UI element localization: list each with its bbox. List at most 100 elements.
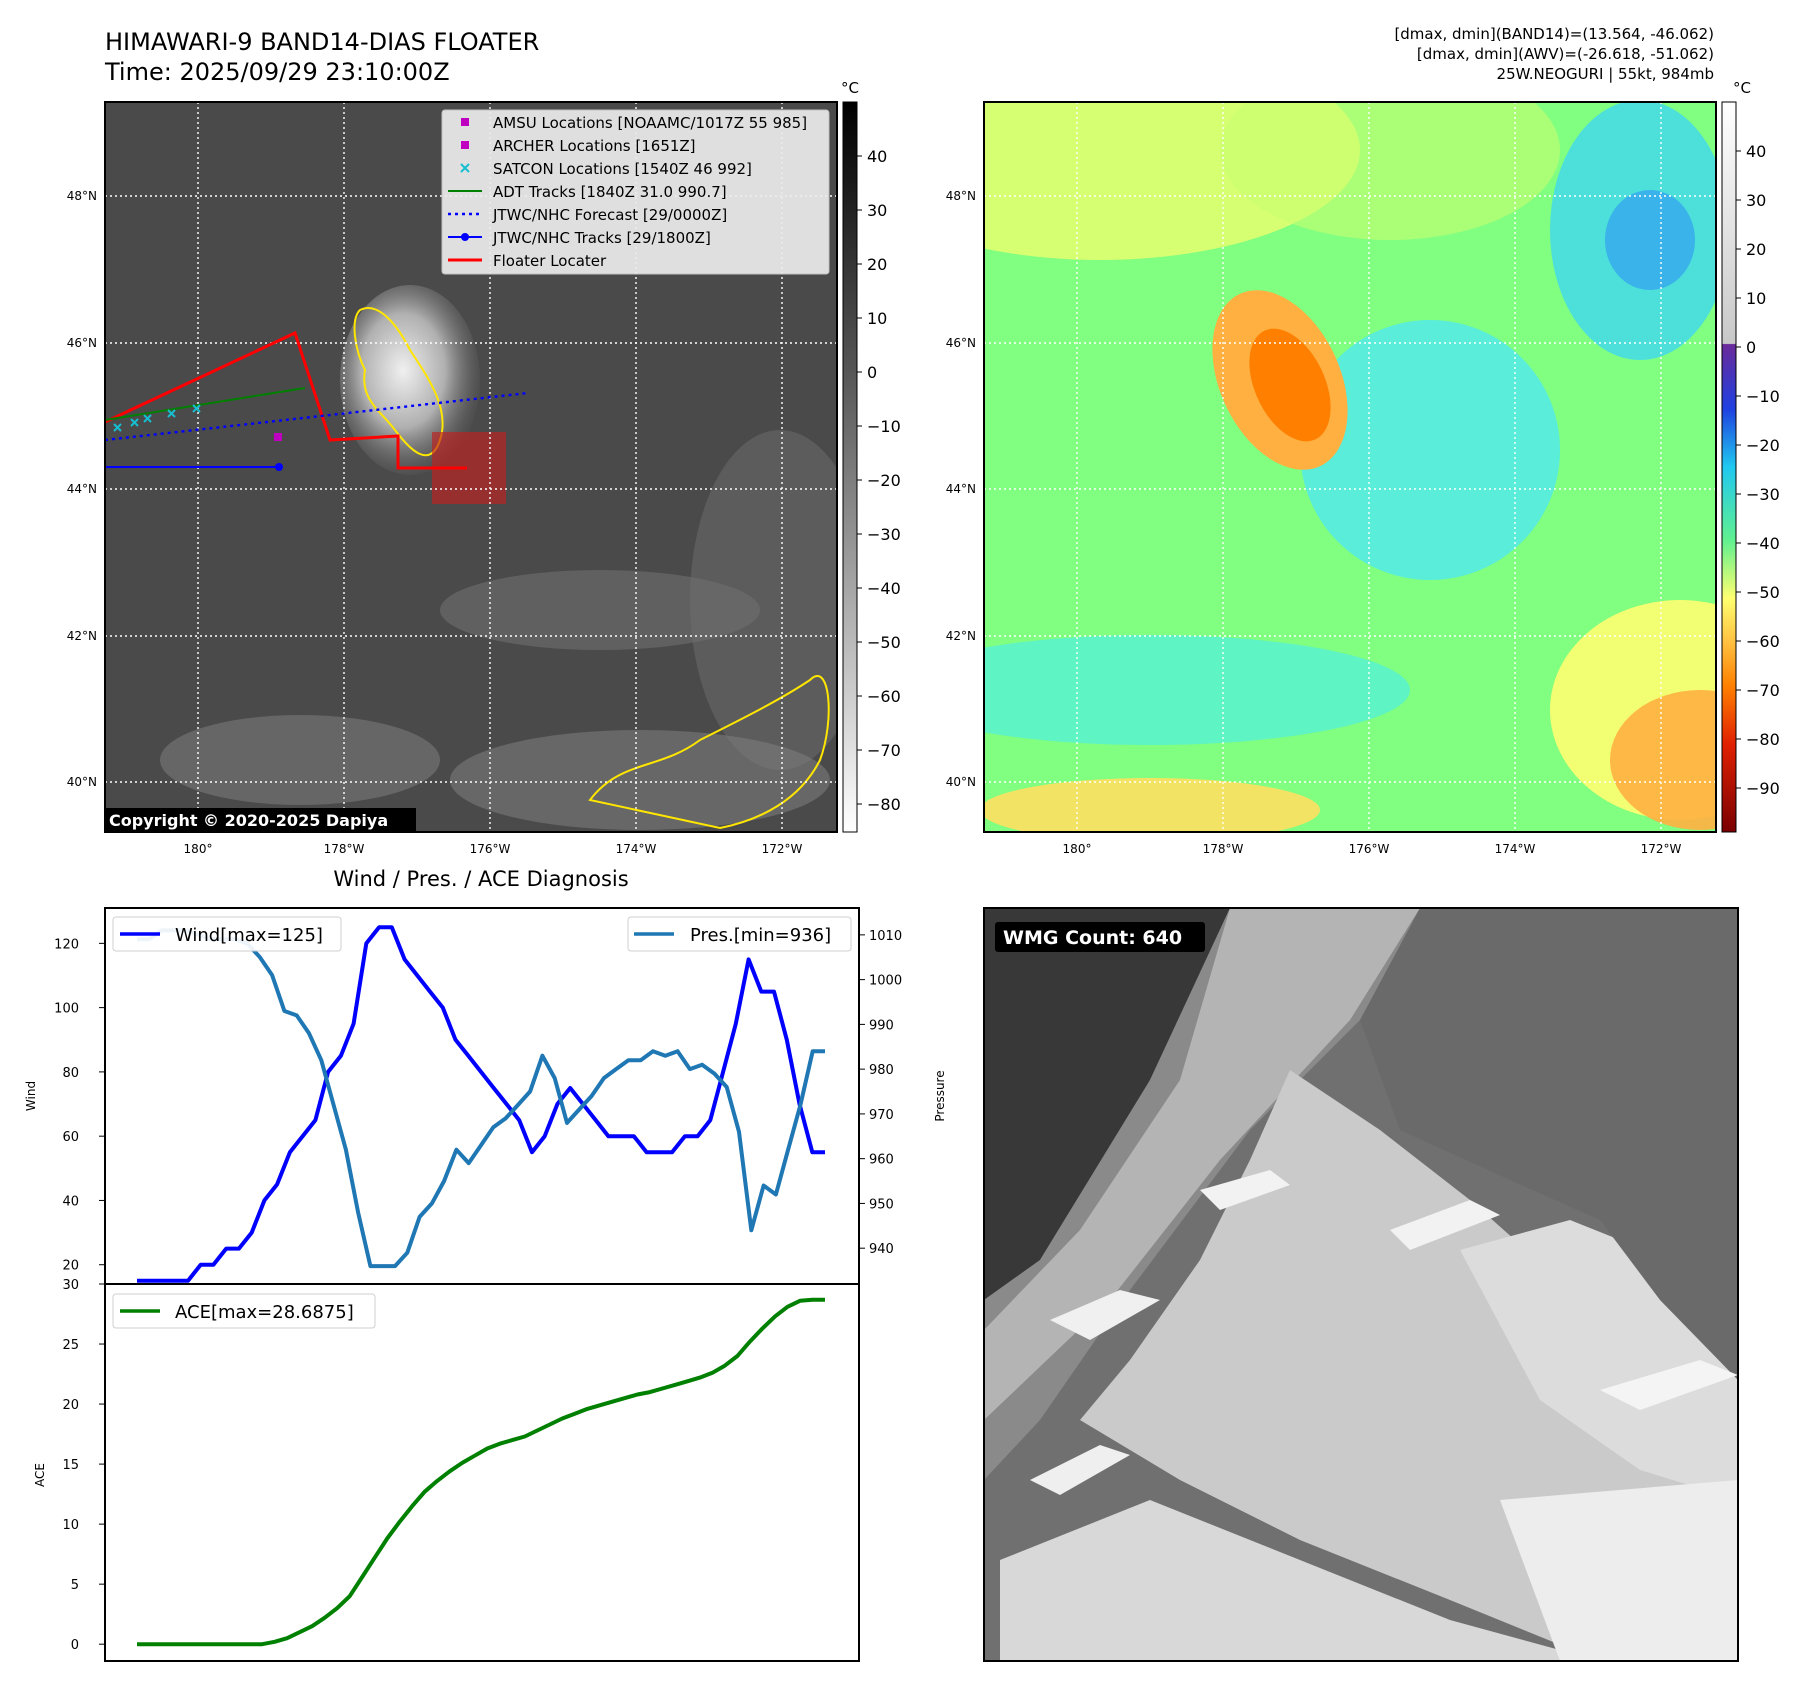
awv-lat-48: 48°N xyxy=(946,189,976,203)
color-colorbar-tick-label: −10 xyxy=(1746,387,1780,406)
color-colorbar-tick-label: −40 xyxy=(1746,534,1780,553)
gray-colorbar-ticks: 40 30 20 10 0 −10 −20 −30 −40 −50 −60 −70 −80 xyxy=(857,147,901,814)
color-colorbar-tick-label: 20 xyxy=(1746,240,1766,259)
floater-locater-line xyxy=(105,330,467,470)
gray-colorbar-tick-label: 20 xyxy=(867,255,887,274)
legend-archer-marker xyxy=(461,141,469,149)
jtwc-track-point xyxy=(275,463,283,471)
gray-colorbar-tick-label: −40 xyxy=(867,579,901,598)
dmax-band14-label: [dmax, dmin](BAND14)=(13.564, -46.062) xyxy=(1394,25,1714,43)
awv-lon-176w: 176°W xyxy=(1349,842,1390,856)
wmg-light-band-north xyxy=(984,908,1420,1420)
legend-amsu-marker xyxy=(461,118,469,126)
color-colorbar-gradient xyxy=(1721,101,1737,833)
wmg-dark-nw xyxy=(984,908,1230,1300)
color-colorbar-tick-label: −70 xyxy=(1746,681,1780,700)
awv-warm-se xyxy=(1610,690,1716,830)
legend-adt-label: ADT Tracks [1840Z 31.0 990.7] xyxy=(493,183,727,201)
awv-lat-40: 40°N xyxy=(946,775,976,789)
jtwc-forecast-line xyxy=(105,391,529,442)
awv-map-frame xyxy=(983,101,1717,833)
wmg-streak-1 xyxy=(1050,1290,1160,1340)
ace-plot-frame xyxy=(104,1283,860,1662)
awv-moist-center xyxy=(1300,320,1560,580)
color-colorbar-tick-label: −20 xyxy=(1746,436,1780,455)
gray-colorbar-tick-label: −30 xyxy=(867,525,901,544)
gray-colorbar-tick-label: 40 xyxy=(867,147,887,166)
ir-lon-172w: 172°W xyxy=(762,842,803,856)
wmg-panel: WMG Count: 640 xyxy=(983,907,1739,1662)
awv-lon-labels: 180° 178°W 176°W 174°W 172°W xyxy=(1063,842,1682,856)
pressure-legend: Pres.[min=936] xyxy=(627,916,852,952)
ir-lat-40: 40°N xyxy=(67,775,97,789)
awv-lat-44: 44°N xyxy=(946,482,976,496)
gray-colorbar-gradient xyxy=(842,101,858,833)
ir-map-panel: AMSU Locations [NOAAMC/1017Z 55 985] ARC… xyxy=(67,101,838,856)
legend-tracks-point xyxy=(461,233,469,241)
wind-tick-label: 60 xyxy=(62,1130,79,1145)
color-colorbar-tick-label: 40 xyxy=(1746,142,1766,161)
ace-tick-label: 25 xyxy=(62,1338,79,1353)
pressure-axis-label: Pressure xyxy=(933,1070,947,1121)
ace-legend-label: ACE[max=28.6875] xyxy=(175,1302,354,1323)
wind-tick-label: 20 xyxy=(62,1259,79,1274)
ace-axis-ticks: 0 5 10 15 20 25 30 xyxy=(62,1278,105,1653)
dmax-awv-label: [dmax, dmin](AWV)=(-26.618, -51.062) xyxy=(1417,45,1714,63)
gray-colorbar-unit: °C xyxy=(841,79,859,97)
pressure-tick-label: 980 xyxy=(869,1063,894,1078)
wind-tick-label: 80 xyxy=(62,1066,79,1081)
wmg-bright-east xyxy=(1460,1220,1738,1500)
awv-dry-north xyxy=(1220,102,1560,240)
color-colorbar-tick-label: −60 xyxy=(1746,632,1780,651)
gray-colorbar-tick-label: 10 xyxy=(867,309,887,328)
ir-cloud-band-1 xyxy=(440,570,760,650)
awv-moist-sw xyxy=(984,635,1410,745)
legend-satcon-label: SATCON Locations [1540Z 46 992] xyxy=(493,160,752,178)
ace-tick-label: 0 xyxy=(71,1638,79,1653)
ir-lon-178w: 178°W xyxy=(324,842,365,856)
copyright-label: Copyright © 2020-2025 Dapiya xyxy=(109,811,388,830)
awv-lon-174w: 174°W xyxy=(1495,842,1536,856)
color-colorbar: °C 40 30 20 10 0 −10 −20 −30 −40 −50 −60 −70 −80 −90 xyxy=(1721,79,1780,833)
cold-cloud-contour-south xyxy=(588,675,830,830)
ir-lat-42: 42°N xyxy=(67,629,97,643)
wind-legend: Wind[max=125] xyxy=(112,916,342,952)
pressure-tick-label: 970 xyxy=(869,1108,894,1123)
wind-series-line xyxy=(137,925,825,1283)
copyright-badge xyxy=(105,808,416,832)
awv-lat-46: 46°N xyxy=(946,336,976,350)
wmg-streak-3 xyxy=(1390,1200,1500,1250)
pressure-tick-label: 990 xyxy=(869,1018,894,1033)
ace-tick-label: 10 xyxy=(62,1518,79,1533)
gray-colorbar-tick-label: −80 xyxy=(867,795,901,814)
storm-info-label: 25W.NEOGURI | 55kt, 984mb xyxy=(1497,65,1714,83)
wind-pressure-chart: Wind / Pres. / ACE Diagnosis 20 40 60 80 100… xyxy=(24,867,947,1285)
legend-forecast-label: JTWC/NHC Forecast [29/0000Z] xyxy=(492,206,727,224)
wind-axis-ticks: 20 40 60 80 100 120 xyxy=(54,937,105,1274)
ir-cloud-band-3 xyxy=(690,430,837,770)
gray-colorbar-tick-label: −60 xyxy=(867,687,901,706)
color-colorbar-tick-label: 10 xyxy=(1746,289,1766,308)
ace-chart: 0 5 10 15 20 25 30 ACE ACE[max=28.6875] xyxy=(33,1278,860,1662)
figure-title-line1: HIMAWARI-9 BAND14-DIAS FLOATER xyxy=(105,28,539,56)
ir-cloud-cluster xyxy=(340,285,480,475)
wmg-streak-5 xyxy=(1030,1445,1130,1495)
wind-axis-label: Wind xyxy=(24,1081,38,1111)
cold-cloud-contour xyxy=(353,307,444,457)
wmg-count-badge xyxy=(995,922,1205,952)
color-colorbar-tick-label: −80 xyxy=(1746,730,1780,749)
gray-colorbar-tick-label: −10 xyxy=(867,417,901,436)
ir-lat-48: 48°N xyxy=(67,189,97,203)
pressure-axis-ticks: 940 950 960 970 980 990 1000 1010 xyxy=(859,929,902,1257)
awv-map-panel: 48°N 46°N 44°N 42°N 40°N 180° 178°W 176°… xyxy=(946,101,1717,856)
ir-lat-46: 46°N xyxy=(67,336,97,350)
gray-colorbar-tick-label: 0 xyxy=(867,363,877,382)
wind-plot-area xyxy=(105,908,859,1284)
wmg-count-label: WMG Count: 640 xyxy=(1003,927,1182,949)
pressure-tick-label: 1000 xyxy=(869,974,902,989)
awv-lon-178w: 178°W xyxy=(1203,842,1244,856)
ir-lon-labels: 180° 178°W 176°W 174°W 172°W xyxy=(184,842,803,856)
pressure-tick-label: 940 xyxy=(869,1242,894,1257)
legend-floater-label: Floater Locater xyxy=(493,252,607,270)
